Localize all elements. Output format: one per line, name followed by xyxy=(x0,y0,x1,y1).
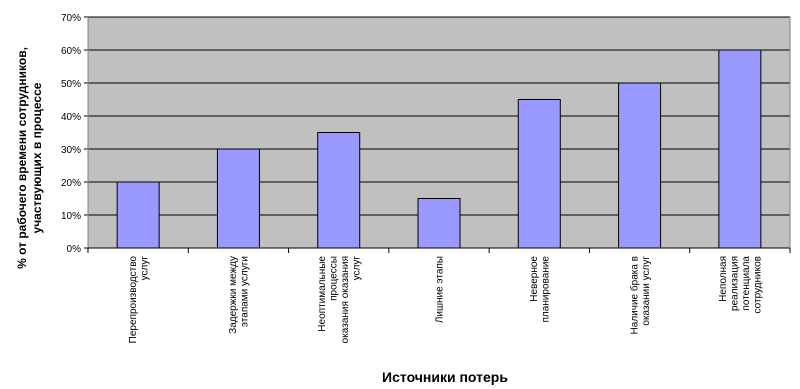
x-axis-title: Источники потерь xyxy=(382,369,508,385)
y-tick-label: 50% xyxy=(61,79,81,90)
y-tick-label: 70% xyxy=(61,13,81,24)
y-tick-label: 20% xyxy=(61,178,81,189)
y-tick-label: 10% xyxy=(61,211,81,222)
y-axis-title: % от рабочего времени сотрудников, участ… xyxy=(2,8,58,308)
x-tick-label-line: оказании услуг xyxy=(641,256,652,326)
x-tick-label-line: услуг xyxy=(351,256,362,281)
y-tick-label: 60% xyxy=(61,46,81,57)
y-axis-title-line-2: участвующих в процессе xyxy=(30,82,44,234)
x-tick-label-line: этапами услуги xyxy=(240,256,251,327)
x-tick-label-line: Неоптимальные xyxy=(317,256,328,332)
x-tick-label-line: потенциала xyxy=(741,256,752,311)
x-tick-label-line: процессы xyxy=(328,256,339,301)
x-tick-label: Неполнаяреализацияпотенциаласотрудников xyxy=(718,256,764,314)
bar xyxy=(317,132,361,249)
y-tick-label: 30% xyxy=(61,145,81,156)
x-tick-label: Неверноепланирование xyxy=(529,256,552,323)
y-tick-label: 0% xyxy=(67,244,82,255)
x-tick-label-line: услуг xyxy=(139,256,150,281)
bar xyxy=(618,82,662,249)
y-axis-title-line-1: % от рабочего времени сотрудников, xyxy=(15,47,29,269)
x-tick-label-line: Задержки между xyxy=(228,256,239,334)
x-tick-label-line: Лишние этапы xyxy=(435,256,446,323)
x-tick-label-line: реализация xyxy=(730,256,741,311)
x-tick-label-line: сотрудников xyxy=(753,256,764,313)
x-tick-label-line: Перепроизводство xyxy=(128,256,139,344)
x-tick-label: Лишние этапы xyxy=(435,256,446,323)
bar xyxy=(718,49,762,249)
y-tick-label: 40% xyxy=(61,112,81,123)
bar xyxy=(216,148,260,249)
bar xyxy=(417,198,461,249)
x-tick-label: Неоптимальныепроцессыоказания оказанияус… xyxy=(317,256,363,344)
x-tick-label-line: Неверное xyxy=(529,256,540,302)
x-tick-label: Задержки междуэтапами услуги xyxy=(228,256,251,334)
x-tick-label: Наличие брака воказании услуг xyxy=(628,256,652,335)
x-tick-label-line: оказания оказания xyxy=(340,256,351,343)
bar xyxy=(517,99,561,249)
bar xyxy=(116,181,160,249)
x-tick-label: Перепроизводствоуслуг xyxy=(128,256,151,344)
x-tick-label-line: планирование xyxy=(541,256,552,323)
x-tick-label-line: Наличие брака в xyxy=(628,256,640,334)
x-tick-label-line: Неполная xyxy=(718,256,729,302)
